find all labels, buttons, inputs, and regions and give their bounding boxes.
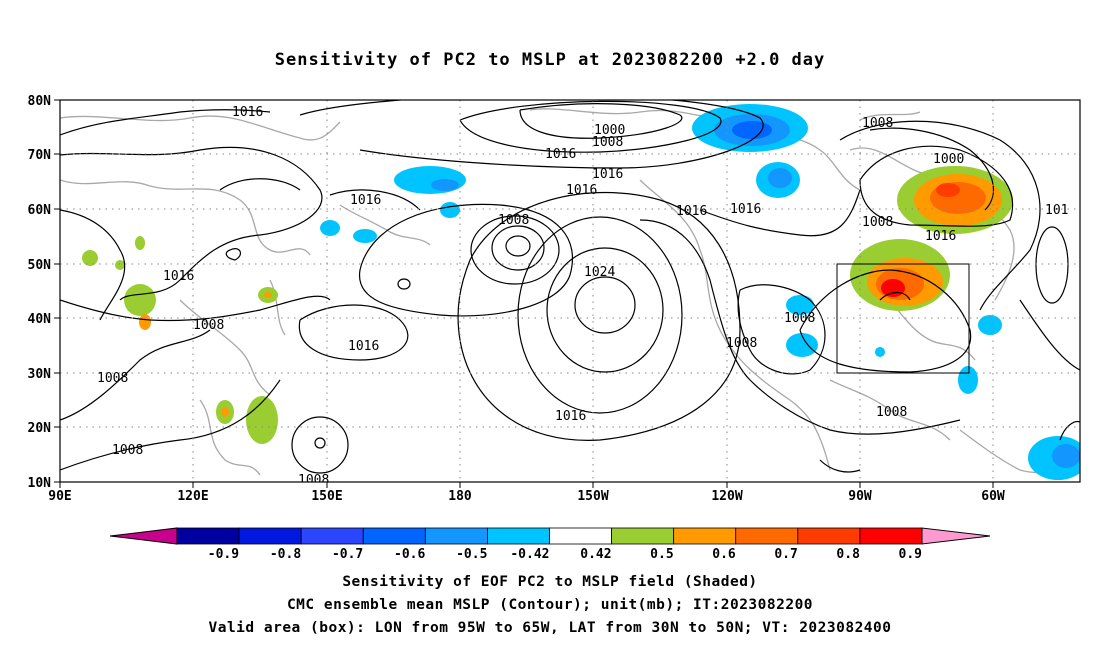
contour-label: 1008 (784, 311, 815, 326)
contour-label: 1008 (97, 371, 128, 386)
colorbar-tick-label: 0.8 (836, 547, 860, 562)
contour-label: 1024 (584, 265, 615, 280)
colorbar-tick-label: 0.5 (650, 547, 673, 562)
contour-label: 1000 (933, 152, 964, 167)
colorbar-tick-label: 0.6 (712, 547, 736, 562)
colorbar-segment (487, 527, 550, 545)
contour-label: 1016 (676, 204, 707, 219)
lon-axis-labels: 90E 120E 150E 180 150W 120W 90W 60W (48, 489, 1005, 504)
contour-label: 1016 (350, 193, 381, 208)
colorbar-tick-label: -0.6 (394, 547, 425, 562)
map-frame (59, 99, 1081, 483)
caption-line-2: CMC ensemble mean MSLP (Contour); unit(m… (286, 597, 814, 613)
lat-label: 80N (28, 94, 52, 109)
colorbar-low-extend (109, 527, 178, 545)
contour-label: 1016 (566, 183, 597, 198)
lat-axis-labels: 80N 70N 60N 50N 40N 30N 20N 10N (28, 94, 52, 491)
lon-label: 90W (848, 489, 872, 504)
contour-label: 1016 (545, 147, 576, 162)
lat-label: 50N (28, 258, 52, 273)
contour-label: 1016 (555, 409, 586, 424)
colorbar-segment (176, 527, 240, 545)
colorbar: -0.9 -0.8 -0.7 -0.6 -0.5 -0.42 0.42 0.5 0.6 0.7 0.… (109, 527, 991, 562)
lat-label: 70N (28, 148, 52, 163)
contour-label: 1008 (592, 135, 623, 150)
contour-label: 1008 (112, 443, 143, 458)
colorbar-tick-label: 0.42 (580, 547, 611, 562)
lon-label: 150W (577, 489, 608, 504)
axis-ticks (54, 99, 994, 488)
contour-label: 1008 (862, 215, 893, 230)
colorbar-tick-label: -0.42 (510, 547, 549, 562)
lat-label: 60N (28, 203, 52, 218)
lat-label: 10N (28, 476, 52, 491)
colorbar-segment (859, 527, 923, 545)
contour-label: 1016 (730, 202, 761, 217)
contour-label: 1016 (232, 105, 263, 120)
contour-label: 1008 (498, 213, 529, 228)
contour-label: 101 (1045, 203, 1068, 218)
contour-label: 1000 (594, 123, 625, 138)
gridlines (60, 100, 1080, 482)
colorbar-tick-label: -0.5 (456, 547, 487, 562)
plot-title: Sensitivity of PC2 to MSLP at 2023082200… (274, 50, 826, 70)
contour-label: 1016 (348, 339, 379, 354)
contour-label: 1008 (726, 336, 757, 351)
contour-label: 1008 (193, 318, 224, 333)
colorbar-segment (424, 527, 488, 545)
caption-line-3: Valid area (box): LON from 95W to 65W, L… (208, 620, 892, 636)
colorbar-tick-label: -0.7 (332, 547, 363, 562)
colorbar-tick-label: -0.8 (270, 547, 301, 562)
colorbar-segment (735, 527, 799, 545)
colorbar-segment (797, 527, 861, 545)
lat-label: 30N (28, 367, 52, 382)
contour-label: 1008 (298, 473, 329, 488)
colorbar-segment (362, 527, 426, 545)
colorbar-tick-label: 0.9 (899, 547, 922, 562)
colorbar-segment (238, 527, 302, 545)
map-field: 1016 1016 1016 1016 1016 1016 1016 1016 … (60, 100, 1080, 488)
lon-label: 180 (448, 489, 472, 504)
contour-label: 1016 (592, 167, 623, 182)
contour-label: 1008 (862, 116, 893, 131)
contour-labels: 1016 1016 1016 1016 1016 1016 1016 1016 … (97, 105, 1068, 488)
contour-label: 1016 (163, 269, 194, 284)
lon-label: 90E (48, 489, 71, 504)
colorbar-high-extend (921, 527, 991, 545)
colorbar-tick-label: -0.9 (208, 547, 239, 562)
caption-line-1: Sensitivity of EOF PC2 to MSLP field (Sh… (342, 574, 758, 590)
colorbar-segment (673, 527, 737, 545)
colorbar-segment (611, 527, 675, 545)
lon-label: 60W (981, 489, 1005, 504)
lat-label: 40N (28, 312, 52, 327)
contour-label: 1016 (925, 229, 956, 244)
mslp-contours (60, 100, 1080, 474)
lon-label: 120E (177, 489, 208, 504)
lon-label: 120W (711, 489, 742, 504)
valid-area-box (836, 263, 970, 374)
colorbar-segment (549, 527, 612, 545)
lon-label: 150E (311, 489, 342, 504)
contour-label: 1008 (876, 405, 907, 420)
colorbar-segment (300, 527, 364, 545)
lat-label: 20N (28, 421, 52, 436)
colorbar-tick-label: 0.7 (774, 547, 797, 562)
